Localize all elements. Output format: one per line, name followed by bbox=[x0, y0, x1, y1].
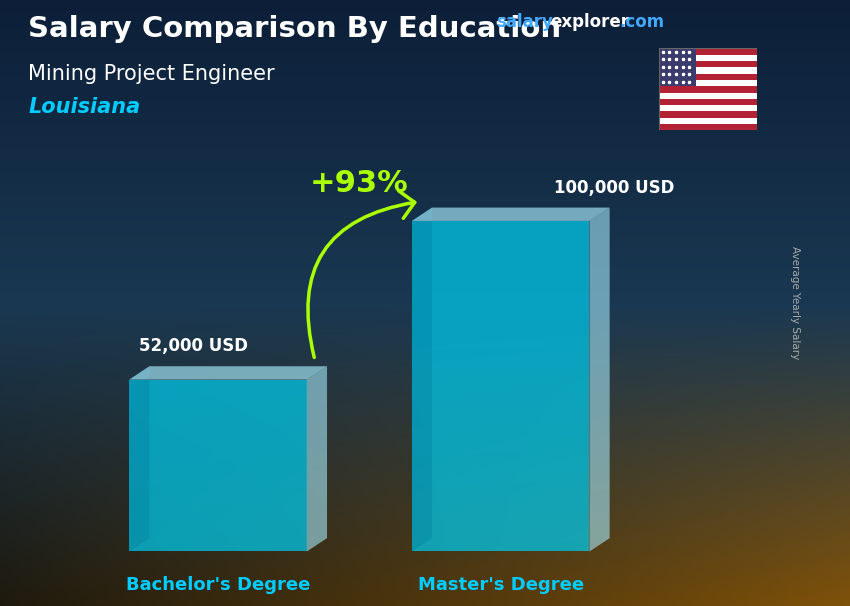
Bar bbox=[659, 74, 756, 80]
Polygon shape bbox=[411, 221, 590, 551]
Bar bbox=[659, 105, 756, 112]
Bar bbox=[659, 124, 756, 130]
Polygon shape bbox=[307, 366, 327, 551]
Text: Average Yearly Salary: Average Yearly Salary bbox=[790, 247, 801, 359]
Bar bbox=[659, 86, 756, 93]
Polygon shape bbox=[411, 208, 609, 221]
Text: .com: .com bbox=[620, 13, 665, 32]
Polygon shape bbox=[590, 208, 609, 551]
Text: +93%: +93% bbox=[310, 170, 409, 198]
Text: Bachelor's Degree: Bachelor's Degree bbox=[126, 576, 310, 594]
Bar bbox=[659, 48, 756, 55]
Text: 100,000 USD: 100,000 USD bbox=[553, 179, 674, 196]
Polygon shape bbox=[129, 366, 150, 551]
Bar bbox=[659, 55, 756, 61]
Bar bbox=[659, 67, 756, 74]
Polygon shape bbox=[129, 366, 327, 379]
Text: Master's Degree: Master's Degree bbox=[417, 576, 584, 594]
Text: Salary Comparison By Education: Salary Comparison By Education bbox=[28, 15, 561, 43]
Text: Louisiana: Louisiana bbox=[28, 97, 140, 117]
Bar bbox=[659, 118, 756, 124]
Bar bbox=[659, 99, 756, 105]
Bar bbox=[659, 48, 696, 86]
Bar bbox=[659, 61, 756, 67]
Text: explorer: explorer bbox=[551, 13, 630, 32]
Text: 52,000 USD: 52,000 USD bbox=[139, 338, 248, 355]
Bar bbox=[659, 93, 756, 99]
Text: salary: salary bbox=[496, 13, 553, 32]
Text: Mining Project Engineer: Mining Project Engineer bbox=[28, 64, 275, 84]
Bar bbox=[659, 112, 756, 118]
Polygon shape bbox=[411, 208, 432, 551]
Polygon shape bbox=[129, 379, 307, 551]
FancyArrowPatch shape bbox=[308, 191, 415, 358]
Bar bbox=[659, 80, 756, 86]
